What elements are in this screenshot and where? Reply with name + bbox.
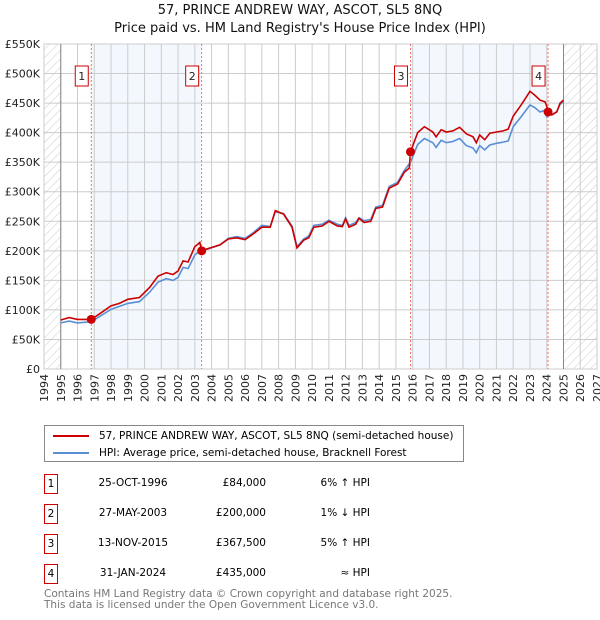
sale-label-box [74, 65, 89, 87]
transaction-hpi-diff: 1% ↓ HPI [320, 507, 370, 519]
x-tick-label: 2014 [373, 374, 386, 402]
x-tick-label: 1999 [122, 374, 135, 402]
sale-point [543, 107, 553, 117]
transaction-date: 13-NOV-2015 [97, 537, 169, 549]
transaction-number: 1 [44, 474, 58, 494]
sale-label-box [185, 65, 200, 87]
chart-subtitle: Price paid vs. HM Land Registry's House … [114, 21, 486, 36]
x-tick-label: 1994 [38, 374, 51, 402]
y-tick-label: £200K [5, 245, 41, 258]
y-tick-label: £350K [5, 156, 41, 169]
x-tick-label: 2009 [289, 374, 302, 402]
price-paid-line [60, 90, 565, 321]
y-tick-label: £150K [5, 274, 41, 287]
x-tick-label: 2026 [574, 374, 587, 402]
transaction-price: £84,000 [222, 477, 266, 489]
x-tick-label: 2017 [423, 374, 436, 402]
transaction-hpi-diff: 6% ↑ HPI [320, 477, 370, 489]
x-tick-label: 2008 [273, 374, 286, 402]
footer-line2: This data is licensed under the Open Gov… [44, 599, 379, 611]
x-tick-label: 2005 [222, 374, 235, 402]
hatch-before-data [44, 44, 61, 369]
y-tick-label: £300K [5, 186, 41, 199]
x-tick-label: 1996 [72, 374, 85, 402]
x-tick-label: 1997 [88, 374, 101, 402]
y-tick-label: £250K [5, 215, 41, 228]
legend-label: HPI: Average price, semi-detached house,… [99, 447, 407, 459]
sale-point [405, 147, 415, 157]
legend: 57, PRINCE ANDREW WAY, ASCOT, SL5 8NQ (s… [44, 425, 464, 462]
transaction-hpi-diff: 5% ↑ HPI [320, 537, 370, 549]
transaction-date: 27-MAY-2003 [98, 507, 168, 519]
x-tick-label: 2006 [239, 374, 252, 402]
transaction-price: £435,000 [215, 567, 266, 579]
transaction-row: 2 27-MAY-2003 £200,000 1% ↓ HPI [44, 504, 444, 524]
x-tick-label: 2003 [189, 374, 202, 402]
x-tick-label: 1995 [55, 374, 68, 402]
transaction-row: 4 31-JAN-2024 £435,000 ≈ HPI [44, 564, 444, 584]
transaction-hpi-diff: ≈ HPI [340, 567, 370, 579]
transaction-number: 2 [44, 504, 58, 524]
x-tick-label: 2007 [256, 374, 269, 402]
sale-label-box [531, 65, 546, 87]
shaded-period [91, 44, 202, 369]
x-tick-label: 2002 [172, 374, 185, 402]
x-tick-label: 2018 [440, 374, 453, 402]
transaction-number: 4 [44, 564, 58, 584]
legend-label: 57, PRINCE ANDREW WAY, ASCOT, SL5 8NQ (s… [99, 430, 454, 442]
x-tick-label: 2019 [457, 374, 470, 402]
sale-label: 3 [397, 70, 404, 83]
footer-line1: Contains HM Land Registry data © Crown c… [44, 588, 453, 600]
transaction-row: 1 25-OCT-1996 £84,000 6% ↑ HPI [44, 474, 444, 494]
y-tick-label: £450K [5, 97, 41, 110]
x-tick-label: 2020 [474, 374, 487, 402]
chart-title: 57, PRINCE ANDREW WAY, ASCOT, SL5 8NQ [157, 3, 443, 18]
x-tick-label: 2024 [541, 374, 554, 402]
transaction-date: 25-OCT-1996 [98, 477, 168, 489]
y-tick-label: £0 [26, 363, 40, 376]
transaction-number: 3 [44, 534, 58, 554]
x-tick-label: 2015 [390, 374, 403, 402]
transaction-row: 3 13-NOV-2015 £367,500 5% ↑ HPI [44, 534, 444, 554]
sale-label: 1 [78, 70, 85, 83]
sale-label: 2 [189, 70, 196, 83]
x-tick-label: 2022 [507, 374, 520, 402]
x-tick-label: 2021 [490, 374, 503, 402]
x-tick-label: 1998 [105, 374, 118, 402]
x-tick-label: 2025 [557, 374, 570, 402]
x-tick-label: 2016 [407, 374, 420, 402]
y-tick-label: £500K [5, 68, 41, 81]
sale-point [86, 314, 96, 324]
transaction-date: 31-JAN-2024 [99, 567, 167, 579]
y-tick-label: £50K [12, 333, 41, 346]
x-tick-label: 2027 [591, 374, 600, 402]
y-tick-label: £550K [5, 38, 41, 51]
x-tick-label: 2012 [340, 374, 353, 402]
y-tick-label: £100K [5, 304, 41, 317]
y-tick-label: £400K [5, 127, 41, 140]
legend-item-hpi: HPI: Average price, semi-detached house,… [53, 446, 407, 460]
footer: Contains HM Land Registry data © Crown c… [44, 589, 452, 611]
x-tick-label: 2001 [155, 374, 168, 402]
x-tick-label: 2010 [306, 374, 319, 402]
sale-point [197, 246, 207, 256]
transaction-price: £367,500 [215, 537, 266, 549]
legend-swatch-red [53, 435, 89, 437]
x-tick-label: 2004 [206, 374, 219, 402]
transaction-price: £200,000 [215, 507, 266, 519]
x-tick-label: 2000 [139, 374, 152, 402]
sale-label: 4 [535, 70, 542, 83]
x-tick-label: 2023 [524, 374, 537, 402]
sale-label-box [393, 65, 408, 87]
legend-swatch-blue [53, 452, 89, 454]
x-tick-label: 2013 [356, 374, 369, 402]
x-tick-label: 2011 [323, 374, 336, 402]
legend-item-property: 57, PRINCE ANDREW WAY, ASCOT, SL5 8NQ (s… [53, 429, 453, 443]
